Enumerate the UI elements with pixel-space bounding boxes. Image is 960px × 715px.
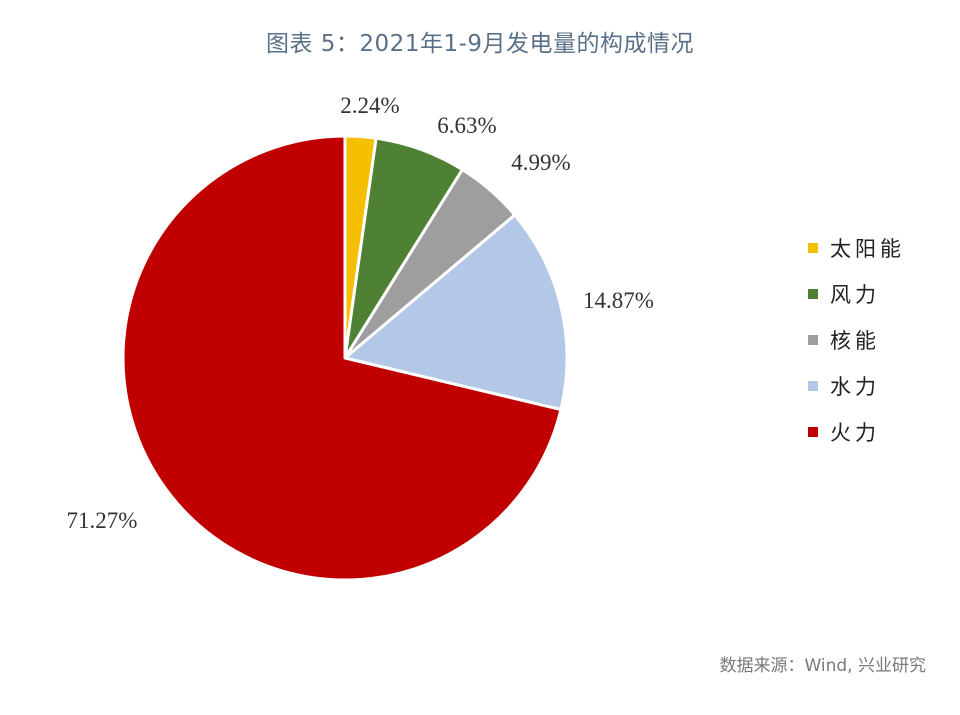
- data-label-wind: 6.63%: [437, 113, 496, 138]
- legend-swatch-wind: [808, 289, 818, 299]
- legend-swatch-hydro: [808, 381, 818, 391]
- legend: 太阳能 风力 核能 水力 火力: [808, 225, 905, 455]
- pie-slice-thermal: [121, 134, 563, 582]
- legend-swatch-nuclear: [808, 335, 818, 345]
- legend-swatch-thermal: [808, 427, 818, 437]
- pie-slice-hydro: [343, 213, 569, 412]
- legend-label-wind: 风力: [830, 283, 880, 307]
- legend-swatch-solar: [808, 243, 818, 253]
- legend-item-thermal: 火力: [808, 409, 905, 455]
- data-label-nuclear: 4.99%: [511, 150, 570, 175]
- data-label-hydro: 14.87%: [583, 288, 654, 313]
- legend-item-wind: 风力: [808, 271, 905, 317]
- source-note: 数据来源：Wind, 兴业研究: [719, 656, 926, 676]
- legend-label-thermal: 火力: [830, 421, 880, 445]
- data-label-thermal: 71.27%: [67, 508, 138, 533]
- legend-item-hydro: 水力: [808, 363, 905, 409]
- data-label-solar: 2.24%: [340, 93, 399, 118]
- legend-item-solar: 太阳能: [808, 225, 905, 271]
- legend-item-nuclear: 核能: [808, 317, 905, 363]
- legend-label-hydro: 水力: [830, 375, 880, 399]
- legend-label-nuclear: 核能: [830, 329, 880, 353]
- legend-label-solar: 太阳能: [830, 237, 905, 261]
- chart-title: 图表 5：2021年1-9月发电量的构成情况: [265, 31, 695, 57]
